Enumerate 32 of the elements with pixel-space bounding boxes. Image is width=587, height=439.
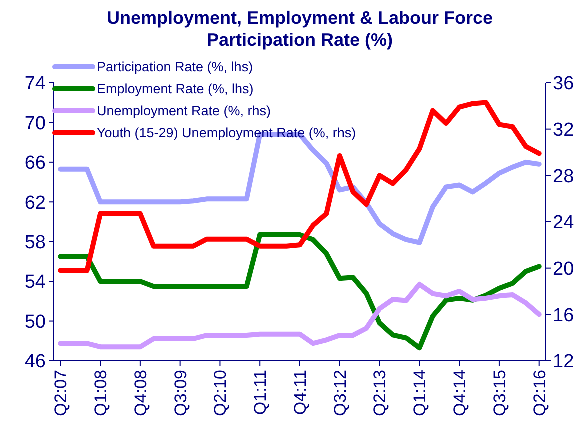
y2-tick-label: 32 xyxy=(553,120,574,141)
legend-label: Unemployment Rate (%, rhs) xyxy=(97,104,272,119)
y2-tick-label: 20 xyxy=(553,258,574,280)
y2-tick-label: 24 xyxy=(553,212,575,234)
x-tick-label: Q4:14 xyxy=(450,370,470,416)
y-tick-label: 62 xyxy=(24,192,46,214)
x-tick-label: Q3:15 xyxy=(490,370,510,416)
y-tick-label: 50 xyxy=(24,312,46,333)
x-tick-label: Q4:08 xyxy=(131,370,150,416)
y-tick-label: 66 xyxy=(24,153,46,174)
x-tick-label: Q4:11 xyxy=(290,370,310,416)
y-tick-label: 54 xyxy=(24,272,46,294)
x-tick-label: Q1:11 xyxy=(251,370,270,416)
y-tick-label: 74 xyxy=(24,74,46,95)
chart-title: Unemployment, Employment & Labour Force Participation Rate (%) xyxy=(106,8,494,50)
y2-tick-label: 12 xyxy=(553,352,574,373)
y-tick-label: 58 xyxy=(24,232,46,254)
y2-tick-label: 16 xyxy=(553,305,574,326)
legend-label: Participation Rate (%, lhs) xyxy=(97,60,254,75)
x-tick-label: Q2:10 xyxy=(211,370,230,416)
legend-label: Employment Rate (%, lhs) xyxy=(97,82,254,97)
y-tick-label: 70 xyxy=(24,113,46,134)
x-tick-label: Q2:07 xyxy=(52,370,71,416)
x-tick-label: Q2:13 xyxy=(370,370,390,416)
y-tick-label: 46 xyxy=(24,352,46,373)
x-tick-label: Q2:16 xyxy=(530,370,550,416)
x-tick-label: Q1:08 xyxy=(91,370,110,416)
y2-tick-label: 36 xyxy=(553,74,574,95)
x-tick-label: Q1:14 xyxy=(410,370,430,416)
y2-tick-label: 28 xyxy=(553,166,574,188)
x-tick-label: Q3:12 xyxy=(330,370,350,416)
x-tick-label: Q3:09 xyxy=(171,370,190,416)
